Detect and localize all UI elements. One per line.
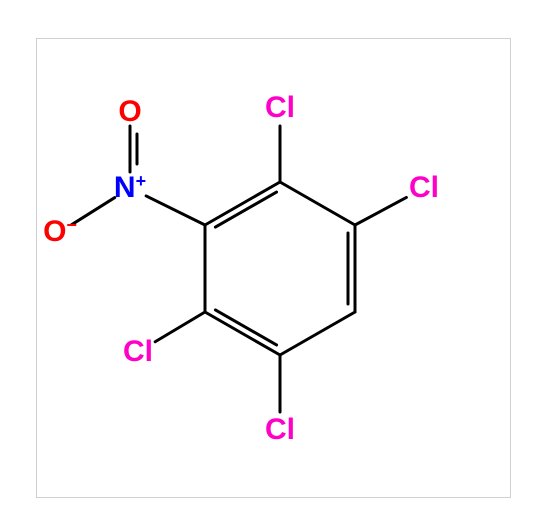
canvas: N+OO−ClClClCl (0, 0, 539, 527)
molecule-svg (0, 0, 539, 527)
